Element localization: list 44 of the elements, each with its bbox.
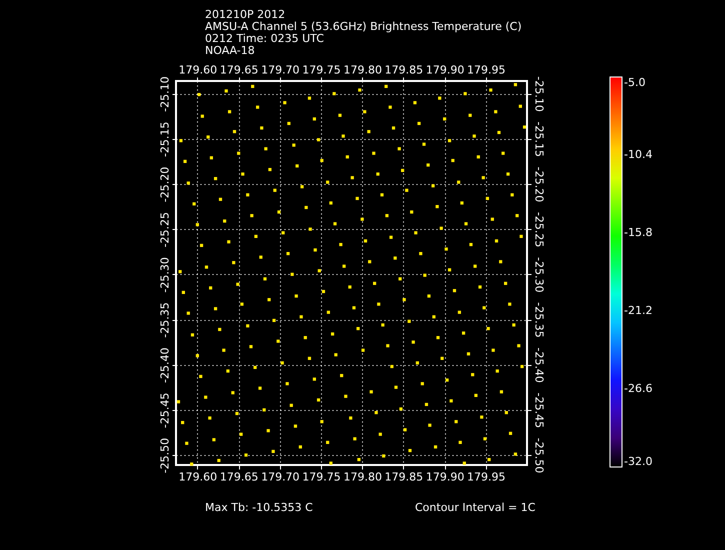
x2-tick-label: 179.60 (178, 64, 218, 76)
color-bar-label: -21.2 (624, 304, 652, 317)
x2-tick-label: 179.95 (467, 64, 506, 76)
x2-tick-label: 179.80 (343, 64, 382, 76)
y-tick-label: -25.45 (158, 392, 172, 428)
y-tick-label: -25.40 (158, 347, 172, 383)
x2-tick-label: 179.85 (384, 64, 424, 76)
y-tick-label: -25.15 (158, 122, 172, 158)
text: Max Tb: -10.5353 C (205, 501, 314, 514)
y2-tick-label: -25.50 (532, 438, 546, 474)
text: Contour Interval = 1C (415, 501, 536, 514)
y2-tick-label: -25.25 (532, 212, 546, 248)
x-tick-label: 179.85 (384, 470, 424, 484)
x-tick-label: 179.65 (220, 470, 258, 484)
y2-tick-label: -25.35 (532, 302, 546, 338)
x2-tick-label: 179.65 (220, 64, 258, 76)
x2-tick-label: 179.75 (302, 64, 341, 76)
color-bar-label: -10.4 (624, 148, 652, 161)
y2-tick-label: -25.15 (532, 122, 546, 158)
color-bar-label: -15.8 (624, 226, 652, 239)
x-tick-label: 179.95 (467, 470, 506, 484)
color-bar-label: -26.6 (624, 382, 652, 395)
chart-title: 201210P 2012 (205, 8, 286, 21)
chart-subtitle: AMSU-A Channel 5 (53.6GHz) Brightness Temperature (C) 0212 Time: 0235 UTC NOAA-18 (205, 20, 522, 57)
y-tick-label: -25.30 (158, 257, 172, 293)
x2-tick-label: 179.70 (261, 64, 300, 76)
x-tick-label: 179.60 (178, 470, 218, 484)
y-tick-label: -25.10 (158, 76, 172, 112)
y-tick-label: -25.20 (158, 166, 172, 202)
x2-tick-label: 179.90 (426, 64, 464, 76)
y-tick-label: -25.50 (158, 438, 172, 474)
y-tick-label: -25.35 (158, 302, 172, 338)
y-tick-label: -25.25 (158, 212, 172, 248)
color-bar-label: -32.0 (624, 455, 652, 468)
y2-tick-label: -25.30 (532, 257, 546, 293)
y2-tick-label: -25.10 (532, 76, 546, 112)
x-tick-label: 179.80 (343, 470, 382, 484)
y2-tick-label: -25.45 (532, 392, 546, 428)
x-tick-label: 179.70 (261, 470, 300, 484)
y2-tick-label: -25.40 (532, 347, 546, 383)
x-tick-label: 179.90 (426, 470, 464, 484)
color-bar-label: -5.0 (624, 76, 646, 89)
x-tick-label: 179.75 (302, 470, 341, 484)
y2-tick-label: -25.20 (532, 166, 546, 202)
